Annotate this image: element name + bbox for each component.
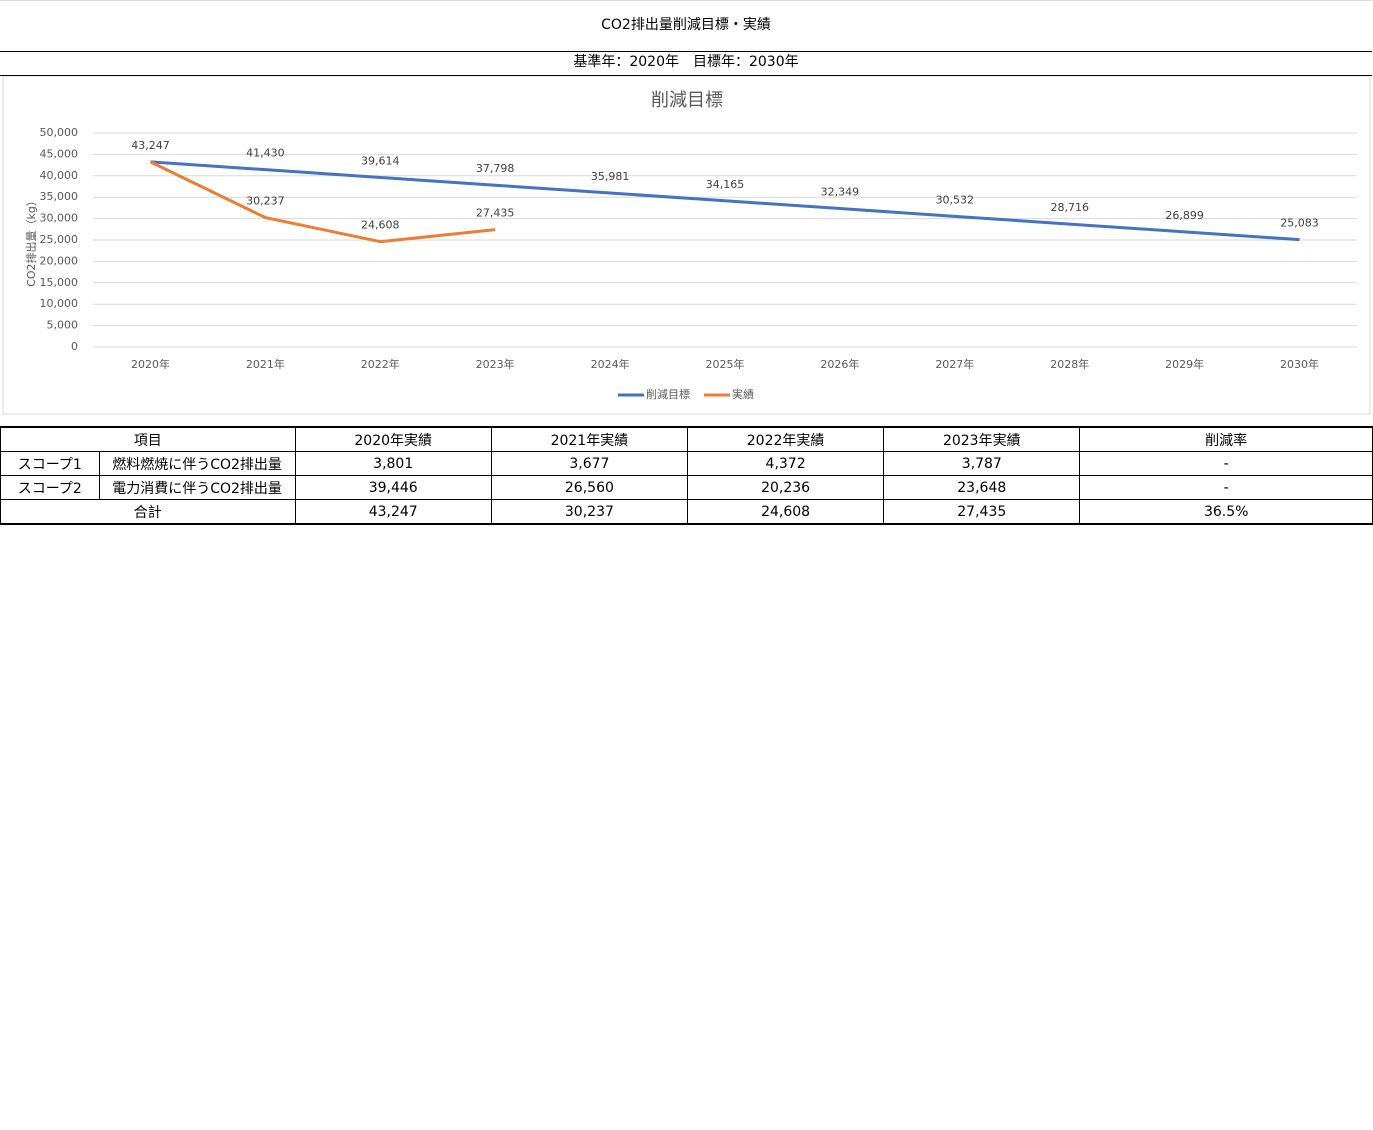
table-cell: 項目	[0, 426, 296, 452]
data-label: 30,237	[246, 195, 285, 208]
table-cell: 36.5%	[1079, 499, 1373, 525]
table-row: スコープ1 燃料燃焼に伴うCO2排出量 3,801 3,677 4,372 3,787-	[0, 451, 1373, 476]
table-cell: スコープ2	[0, 475, 100, 500]
data-label: 43,247	[131, 139, 170, 152]
table-row: 項目 2020年実績 2021年実績 2022年実績 2023年実績 削減率	[0, 426, 1373, 452]
y-tick-label: 20,000	[40, 254, 79, 267]
data-table: 項目 2020年実績 2021年実績 2022年実績 2023年実績 削減率 スコープ1 燃料…	[0, 426, 1373, 525]
table-cell: 30,237	[490, 499, 688, 525]
x-tick-label: 2024年	[591, 357, 630, 371]
x-tick-label: 2028年	[1050, 357, 1089, 371]
table-cell: 24,608	[686, 499, 885, 525]
table-cell: 2023年実績	[883, 426, 1081, 452]
x-tick-label: 2020年	[131, 357, 170, 371]
table-cell: 39,446	[294, 475, 492, 500]
data-label: 34,165	[706, 178, 745, 191]
table-cell: 2021年実績	[490, 426, 688, 452]
y-tick-label: 10,000	[40, 297, 79, 310]
legend-label: 実績	[732, 387, 754, 401]
data-label: 28,716	[1050, 201, 1089, 214]
data-label: 27,435	[476, 207, 515, 220]
table-cell: 3,677	[490, 451, 688, 476]
y-tick-label: 25,000	[40, 233, 79, 246]
y-tick-label: 50,000	[40, 126, 79, 139]
table-row: スコープ2 電力消費に伴うCO2排出量 39,446 26,560 20,236 23,6…	[0, 475, 1373, 500]
y-tick-label: 45,000	[40, 147, 79, 160]
table-row: 合計 43,247 30,237 24,608 27,435 36.5%	[0, 499, 1373, 525]
table-cell: 燃料燃焼に伴うCO2排出量	[98, 451, 296, 476]
data-label: 37,798	[476, 162, 515, 175]
table-cell: 23,648	[883, 475, 1081, 500]
table-cell: 2020年実績	[294, 426, 492, 452]
x-tick-label: 2026年	[820, 357, 859, 371]
table-cell: 4,372	[686, 451, 885, 476]
table-cell: 電力消費に伴うCO2排出量	[98, 475, 296, 500]
table-cell: 27,435	[883, 499, 1081, 525]
y-tick-label: 15,000	[40, 276, 79, 289]
table-cell: 3,801	[294, 451, 492, 476]
table-cell: 26,560	[490, 475, 688, 500]
chart: 削減目標 CO2排出量（kg） 0 5,000 10,000 15,000 20,000…	[2, 76, 1371, 415]
x-tick-label: 2022年	[361, 357, 400, 371]
y-tick-label: 5,000	[47, 319, 79, 332]
table-cell: -	[1079, 475, 1373, 500]
x-tick-label: 2023年	[476, 357, 515, 371]
sheet-subtitle: 基準年：2020年 目標年：2030年	[0, 51, 1372, 76]
y-tick-label: 35,000	[40, 190, 79, 203]
chart-frame	[2, 76, 1371, 415]
series-line	[149, 160, 496, 244]
data-label: 24,608	[361, 219, 400, 232]
x-tick-label: 2027年	[935, 357, 974, 371]
x-tick-label: 2029年	[1165, 357, 1204, 371]
table-cell: -	[1079, 451, 1373, 476]
data-label: 39,614	[361, 154, 400, 167]
y-tick-label: 30,000	[40, 212, 79, 225]
table-cell: 43,247	[294, 499, 492, 525]
data-label: 26,899	[1165, 209, 1204, 222]
x-tick-label: 2030年	[1280, 357, 1319, 371]
data-label: 25,083	[1280, 217, 1319, 230]
table-cell: 2022年実績	[686, 426, 885, 452]
sheet-title: CO2排出量削減目標・実績	[0, 0, 1372, 52]
x-tick-label: 2021年	[246, 357, 285, 371]
table-cell: 20,236	[686, 475, 885, 500]
data-label: 30,532	[936, 193, 975, 206]
data-label: 35,981	[591, 170, 630, 183]
legend-label: 削減目標	[646, 387, 690, 401]
y-tick-label: 0	[71, 340, 78, 353]
y-tick-label: 40,000	[40, 169, 79, 182]
table-cell: 3,787	[883, 451, 1081, 476]
table-cell: スコープ1	[0, 451, 100, 476]
table-cell: 合計	[0, 499, 296, 525]
data-label: 41,430	[246, 147, 285, 160]
data-label: 32,349	[821, 186, 860, 199]
chart-title: 削減目標	[651, 90, 723, 111]
y-axis-label: CO2排出量（kg）	[24, 195, 38, 287]
x-tick-label: 2025年	[706, 357, 745, 371]
table-cell: 削減率	[1079, 426, 1373, 452]
series-line	[150, 160, 1300, 242]
